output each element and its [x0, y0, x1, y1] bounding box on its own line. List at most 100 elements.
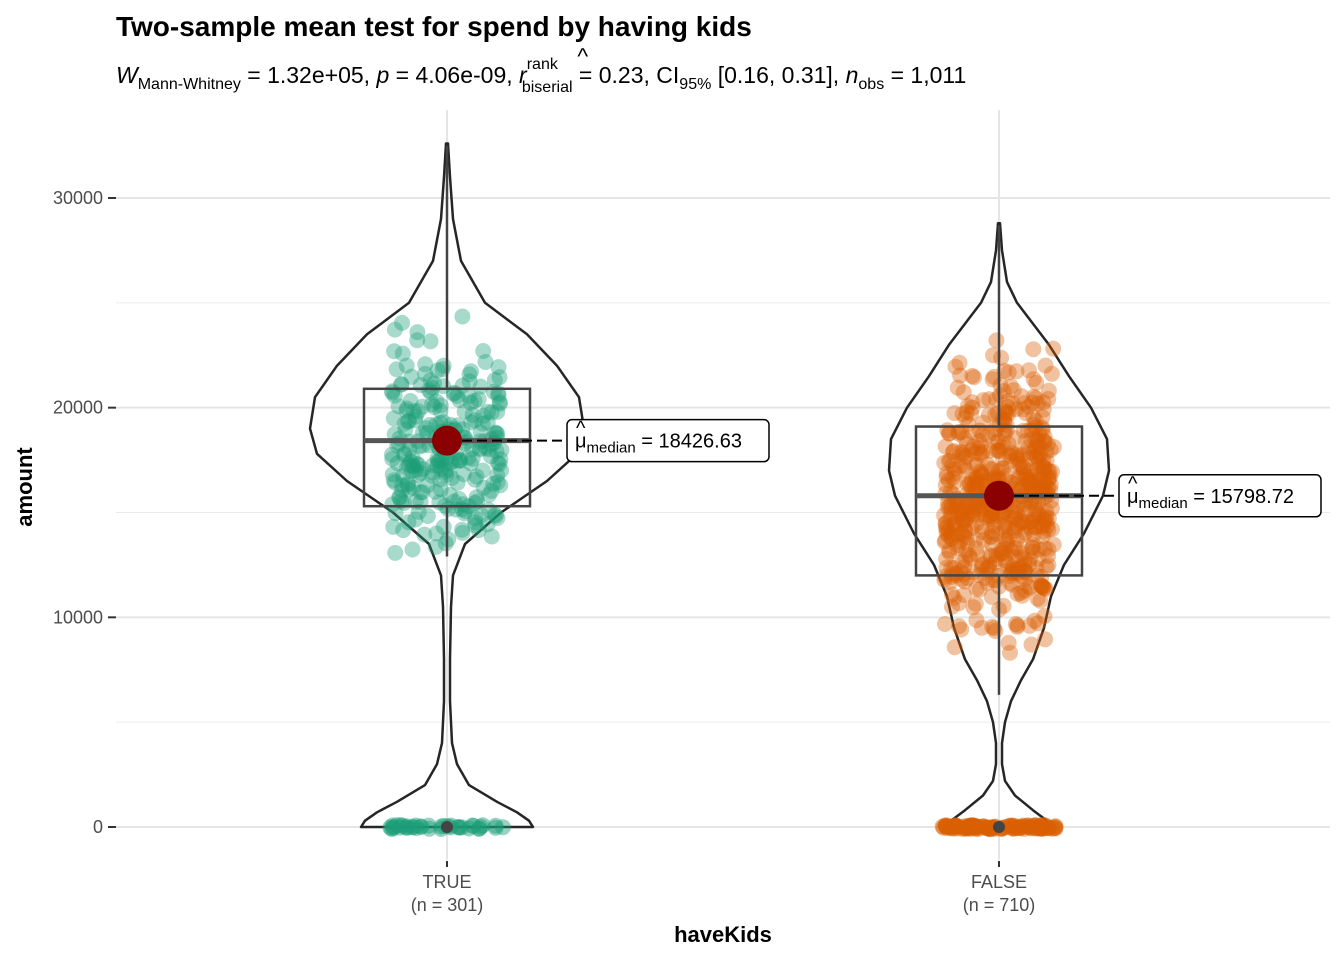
data-point: [405, 403, 422, 420]
data-point: [1021, 556, 1038, 573]
data-point: [1009, 561, 1025, 577]
data-point: [963, 472, 980, 489]
y-tick-label: 0: [93, 817, 103, 837]
n-val: = 1,011: [884, 62, 966, 88]
data-point: [953, 621, 970, 638]
data-point: [1025, 341, 1042, 358]
median-label: μmedian = 18426.63: [575, 431, 742, 457]
data-point: [997, 515, 1014, 532]
data-point: [472, 441, 488, 458]
data-point-zero: [413, 818, 429, 835]
data-point-zero: [1032, 820, 1049, 837]
data-point: [1013, 559, 1030, 576]
data-point: [462, 394, 479, 411]
data-point: [1028, 497, 1045, 514]
data-point: [454, 524, 471, 541]
data-point: [967, 470, 984, 487]
data-point: [1003, 565, 1020, 582]
data-point: [993, 545, 1010, 562]
data-point: [1021, 551, 1038, 568]
data-point: [424, 464, 441, 481]
data-point-zero: [1033, 817, 1050, 834]
data-point: [943, 495, 960, 512]
data-point-zero: [960, 819, 977, 836]
data-point-zero: [1031, 820, 1048, 837]
data-point: [959, 505, 976, 522]
data-point: [1024, 539, 1041, 556]
data-point-zero: [954, 819, 971, 836]
data-point: [983, 589, 1000, 605]
data-point: [394, 477, 411, 494]
data-point: [387, 474, 403, 491]
data-point-zero: [464, 817, 481, 834]
data-point: [982, 460, 999, 477]
data-point: [944, 444, 961, 461]
data-point: [974, 557, 991, 574]
data-point: [1037, 631, 1054, 648]
data-point: [1002, 644, 1018, 661]
data-point-zero: [421, 820, 438, 837]
data-point: [386, 426, 403, 443]
data-point: [1009, 617, 1026, 634]
data-point: [966, 474, 983, 491]
data-point: [483, 482, 500, 499]
data-point: [1022, 520, 1039, 537]
data-point-zero: [1008, 818, 1024, 835]
data-point: [472, 378, 489, 395]
data-point: [1031, 426, 1048, 443]
data-point: [986, 425, 1003, 442]
data-point: [389, 455, 406, 472]
data-point: [1036, 580, 1053, 597]
data-point: [437, 463, 454, 480]
data-point: [1034, 458, 1051, 475]
data-point: [1017, 506, 1033, 522]
data-point-zero: [473, 818, 489, 835]
data-point: [1009, 618, 1026, 635]
data-point-zero: [1001, 817, 1018, 834]
data-point: [971, 445, 988, 462]
data-point: [1014, 401, 1031, 418]
data-point-zero: [461, 820, 477, 837]
data-point-zero: [1040, 820, 1057, 837]
data-point: [980, 427, 997, 444]
data-point: [467, 514, 484, 531]
data-point: [982, 528, 999, 545]
median-label-hat: ^: [576, 418, 586, 440]
data-point: [948, 565, 965, 582]
data-point-zero: [979, 820, 995, 837]
data-point-zero: [967, 817, 984, 834]
data-point: [946, 639, 963, 656]
data-point: [945, 560, 962, 576]
data-point: [456, 505, 473, 522]
data-point: [1009, 540, 1026, 557]
data-point: [384, 384, 401, 401]
data-point: [1034, 578, 1051, 595]
data-point: [959, 476, 976, 493]
data-point: [419, 508, 436, 524]
data-point: [399, 476, 416, 493]
data-point: [1036, 459, 1053, 476]
data-point-zero: [1011, 820, 1028, 837]
data-point: [393, 482, 410, 499]
data-point: [956, 458, 973, 475]
data-point-zero: [1002, 817, 1019, 834]
data-point: [1030, 395, 1046, 412]
data-point: [491, 369, 508, 386]
data-point: [994, 450, 1011, 467]
data-point-zero: [1046, 820, 1063, 837]
data-point: [1029, 615, 1046, 632]
chart-subtitle: WMann-Whitney = 1.32e+05, p = 4.06e-09, …: [116, 56, 966, 96]
data-point-zero: [1031, 818, 1048, 835]
data-point-zero: [1037, 817, 1054, 834]
data-point: [1040, 469, 1057, 486]
data-point-zero: [405, 819, 422, 835]
data-point: [1030, 434, 1047, 451]
data-point-zero: [975, 818, 992, 835]
data-point: [1026, 416, 1043, 433]
data-point: [422, 384, 439, 401]
data-point: [941, 498, 958, 515]
data-point-zero: [941, 819, 958, 836]
data-point-zero: [471, 820, 488, 837]
data-point: [945, 443, 962, 459]
data-point-zero: [948, 818, 965, 834]
